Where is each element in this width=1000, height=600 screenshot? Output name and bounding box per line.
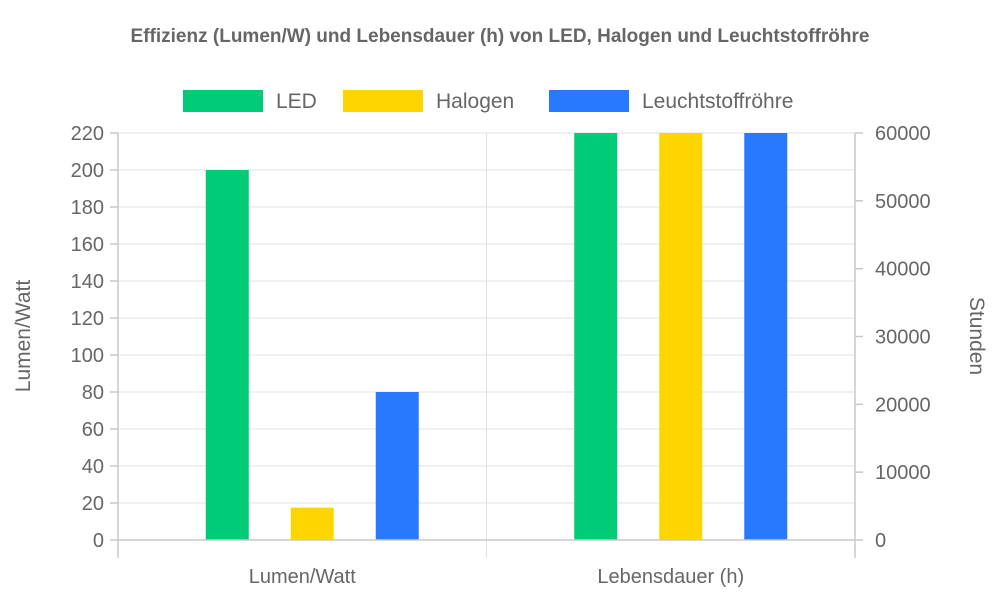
legend-swatch-0 xyxy=(183,90,263,112)
y-right-tick-label: 50000 xyxy=(875,191,931,213)
legend-swatch-2 xyxy=(549,90,629,112)
y-right-tick-label: 10000 xyxy=(875,462,931,484)
y-axis-right-title: Stunden xyxy=(965,297,988,375)
y-left-tick-label: 180 xyxy=(71,197,104,219)
y-axis-left-title: Lumen/Watt xyxy=(12,280,35,393)
legend-label-0: LED xyxy=(276,90,317,113)
y-right-tick-label: 30000 xyxy=(875,327,931,349)
chart-title: Effizienz (Lumen/W) und Lebensdauer (h) … xyxy=(131,26,870,47)
legend-label-2: Leuchtstoffröhre xyxy=(642,90,793,113)
y-left-tick-label: 80 xyxy=(82,382,104,404)
y-left-tick-label: 60 xyxy=(82,419,104,441)
bar-halogen-1 xyxy=(659,133,703,540)
x-tick-label: Lebensdauer (h) xyxy=(597,566,744,588)
y-left-tick-label: 40 xyxy=(82,456,104,478)
bar-leuchtstoffröhre-0 xyxy=(375,392,419,540)
legend: LED Halogen Leuchtstoffröhre xyxy=(183,90,793,113)
bars xyxy=(205,133,788,540)
y-right-tick-label: 20000 xyxy=(875,394,931,416)
legend-label-1: Halogen xyxy=(436,90,514,113)
y-right-tick-label: 60000 xyxy=(875,123,931,145)
y-right-tick-label: 0 xyxy=(875,530,886,552)
axes: 0 20 40 60 80 100 120 140 160 180 200 220 0 10000 2000… xyxy=(71,123,931,588)
y-left-tick-label: 140 xyxy=(71,271,104,293)
x-tick-label: Lumen/Watt xyxy=(249,566,357,588)
y-left-tick-label: 160 xyxy=(71,234,104,256)
legend-swatch-1 xyxy=(343,90,423,112)
y-left-tick-label: 120 xyxy=(71,308,104,330)
bar-led-0 xyxy=(205,170,249,540)
y-left-tick-label: 100 xyxy=(71,345,104,367)
y-left-tick-label: 200 xyxy=(71,160,104,182)
bar-led-1 xyxy=(574,133,618,540)
y-left-tick-label: 0 xyxy=(93,530,104,552)
bar-leuchtstoffröhre-1 xyxy=(744,133,788,540)
y-left-tick-label: 20 xyxy=(82,493,104,515)
y-left-tick-label: 220 xyxy=(71,123,104,145)
y-right-tick-label: 40000 xyxy=(875,259,931,281)
bar-halogen-0 xyxy=(290,507,334,540)
